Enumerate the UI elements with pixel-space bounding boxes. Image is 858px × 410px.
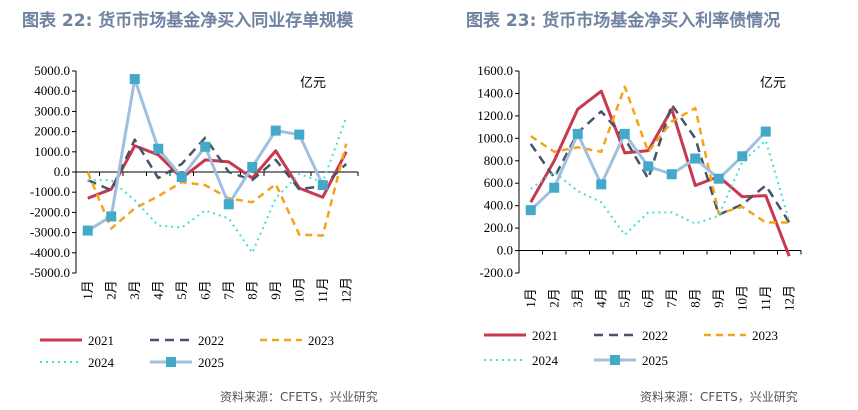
x-tick-label: 7月 [664, 288, 679, 308]
series-line-2021 [87, 144, 348, 200]
point-2025 [106, 211, 117, 222]
point-2025 [713, 173, 724, 184]
point-2025 [643, 161, 654, 172]
legend-marker-2025 [610, 355, 620, 365]
series-line-2023 [530, 85, 790, 224]
y-tick-label: 1000.0 [34, 144, 70, 159]
x-tick-label: 9月 [711, 288, 726, 308]
legend-label-2022: 2022 [642, 328, 668, 343]
point-2025 [270, 125, 281, 136]
x-tick-label: 1月 [80, 280, 95, 300]
x-tick-label: 8月 [244, 280, 259, 300]
x-tick-label: 3月 [570, 288, 585, 308]
y-tick-label: 1000.0 [477, 130, 513, 145]
point-2025 [737, 151, 748, 162]
point-2025 [153, 143, 164, 154]
point-2025 [294, 129, 305, 140]
point-2025 [572, 128, 583, 139]
x-tick-label: 12月 [781, 285, 796, 311]
y-tick-label: -200.0 [479, 265, 513, 280]
y-tick-label: 4000.0 [34, 83, 70, 98]
point-2025 [760, 126, 771, 137]
unit-label: 亿元 [760, 75, 786, 90]
x-tick-label: 12月 [338, 277, 353, 303]
series-line-2024 [87, 117, 348, 254]
legend-label-2023: 2023 [308, 333, 334, 348]
legend-marker-2025 [166, 357, 176, 367]
legend-label-2024: 2024 [88, 355, 115, 370]
x-tick-label: 6月 [197, 280, 212, 300]
x-tick-label: 9月 [268, 280, 283, 300]
x-tick-label: 1月 [523, 288, 538, 308]
x-tick-label: 3月 [127, 280, 142, 300]
point-2025 [690, 153, 701, 164]
y-tick-label: 400.0 [484, 198, 513, 213]
x-tick-label: 11月 [315, 277, 330, 303]
legend-label-2022: 2022 [198, 333, 224, 348]
legend-label-2024: 2024 [532, 353, 559, 368]
legend-label-2025: 2025 [642, 353, 668, 368]
x-tick-label: 5月 [174, 280, 189, 300]
point-2025 [619, 128, 630, 139]
series-line-2022 [529, 103, 791, 224]
series-line-2021 [529, 89, 791, 257]
point-2025 [176, 172, 187, 183]
legend-label-2021: 2021 [532, 328, 558, 343]
x-tick-label: 6月 [640, 288, 655, 308]
y-tick-label: 800.0 [484, 153, 513, 168]
series-line-2023 [86, 143, 348, 237]
y-tick-label: 0.0 [54, 164, 70, 179]
x-tick-label: 2月 [546, 288, 561, 308]
y-tick-label: -2000.0 [30, 204, 70, 219]
y-tick-label: -1000.0 [30, 184, 70, 199]
source-right: 资料来源：CFETS，兴业研究 [640, 390, 798, 404]
legend-label-2023: 2023 [752, 328, 778, 343]
x-tick-label: 10月 [734, 285, 749, 311]
y-tick-label: 2000.0 [34, 124, 70, 139]
x-tick-label: 8月 [687, 288, 702, 308]
source-left: 资料来源：CFETS，兴业研究 [220, 390, 378, 404]
point-2025 [200, 141, 211, 152]
legend-label-2021: 2021 [88, 333, 114, 348]
y-tick-label: 200.0 [484, 220, 513, 235]
y-tick-label: 3000.0 [34, 103, 70, 118]
point-2025 [247, 161, 258, 172]
y-tick-label: 1600.0 [477, 63, 513, 78]
unit-label: 亿元 [300, 75, 326, 90]
y-tick-label: 1200.0 [477, 108, 513, 123]
chart-title-right: 图表 23: 货币市场基金净买入利率债情况 [466, 11, 781, 31]
point-2025 [129, 74, 140, 85]
x-tick-label: 4月 [150, 280, 165, 300]
x-tick-label: 5月 [617, 288, 632, 308]
point-2025 [317, 180, 328, 191]
y-tick-label: 600.0 [484, 175, 513, 190]
y-tick-label: -4000.0 [30, 245, 70, 260]
x-tick-label: 10月 [291, 277, 306, 303]
point-2025 [666, 169, 677, 180]
y-tick-label: 5000.0 [34, 63, 70, 78]
series-line-2024 [530, 139, 791, 236]
point-2025 [525, 205, 536, 216]
y-tick-label: -5000.0 [30, 265, 70, 280]
chart-title-left: 图表 22: 货币市场基金净买入同业存单规模 [22, 11, 354, 31]
point-2025 [82, 225, 93, 236]
y-tick-label: 1400.0 [477, 85, 513, 100]
point-2025 [596, 179, 607, 190]
x-tick-label: 4月 [593, 288, 608, 308]
point-2025 [549, 182, 560, 193]
y-tick-label: -3000.0 [30, 225, 70, 240]
x-tick-label: 7月 [221, 280, 236, 300]
legend-label-2025: 2025 [198, 355, 224, 370]
x-tick-label: 2月 [103, 280, 118, 300]
y-tick-label: 0.0 [497, 243, 513, 258]
point-2025 [223, 199, 234, 210]
x-tick-label: 11月 [758, 285, 773, 311]
